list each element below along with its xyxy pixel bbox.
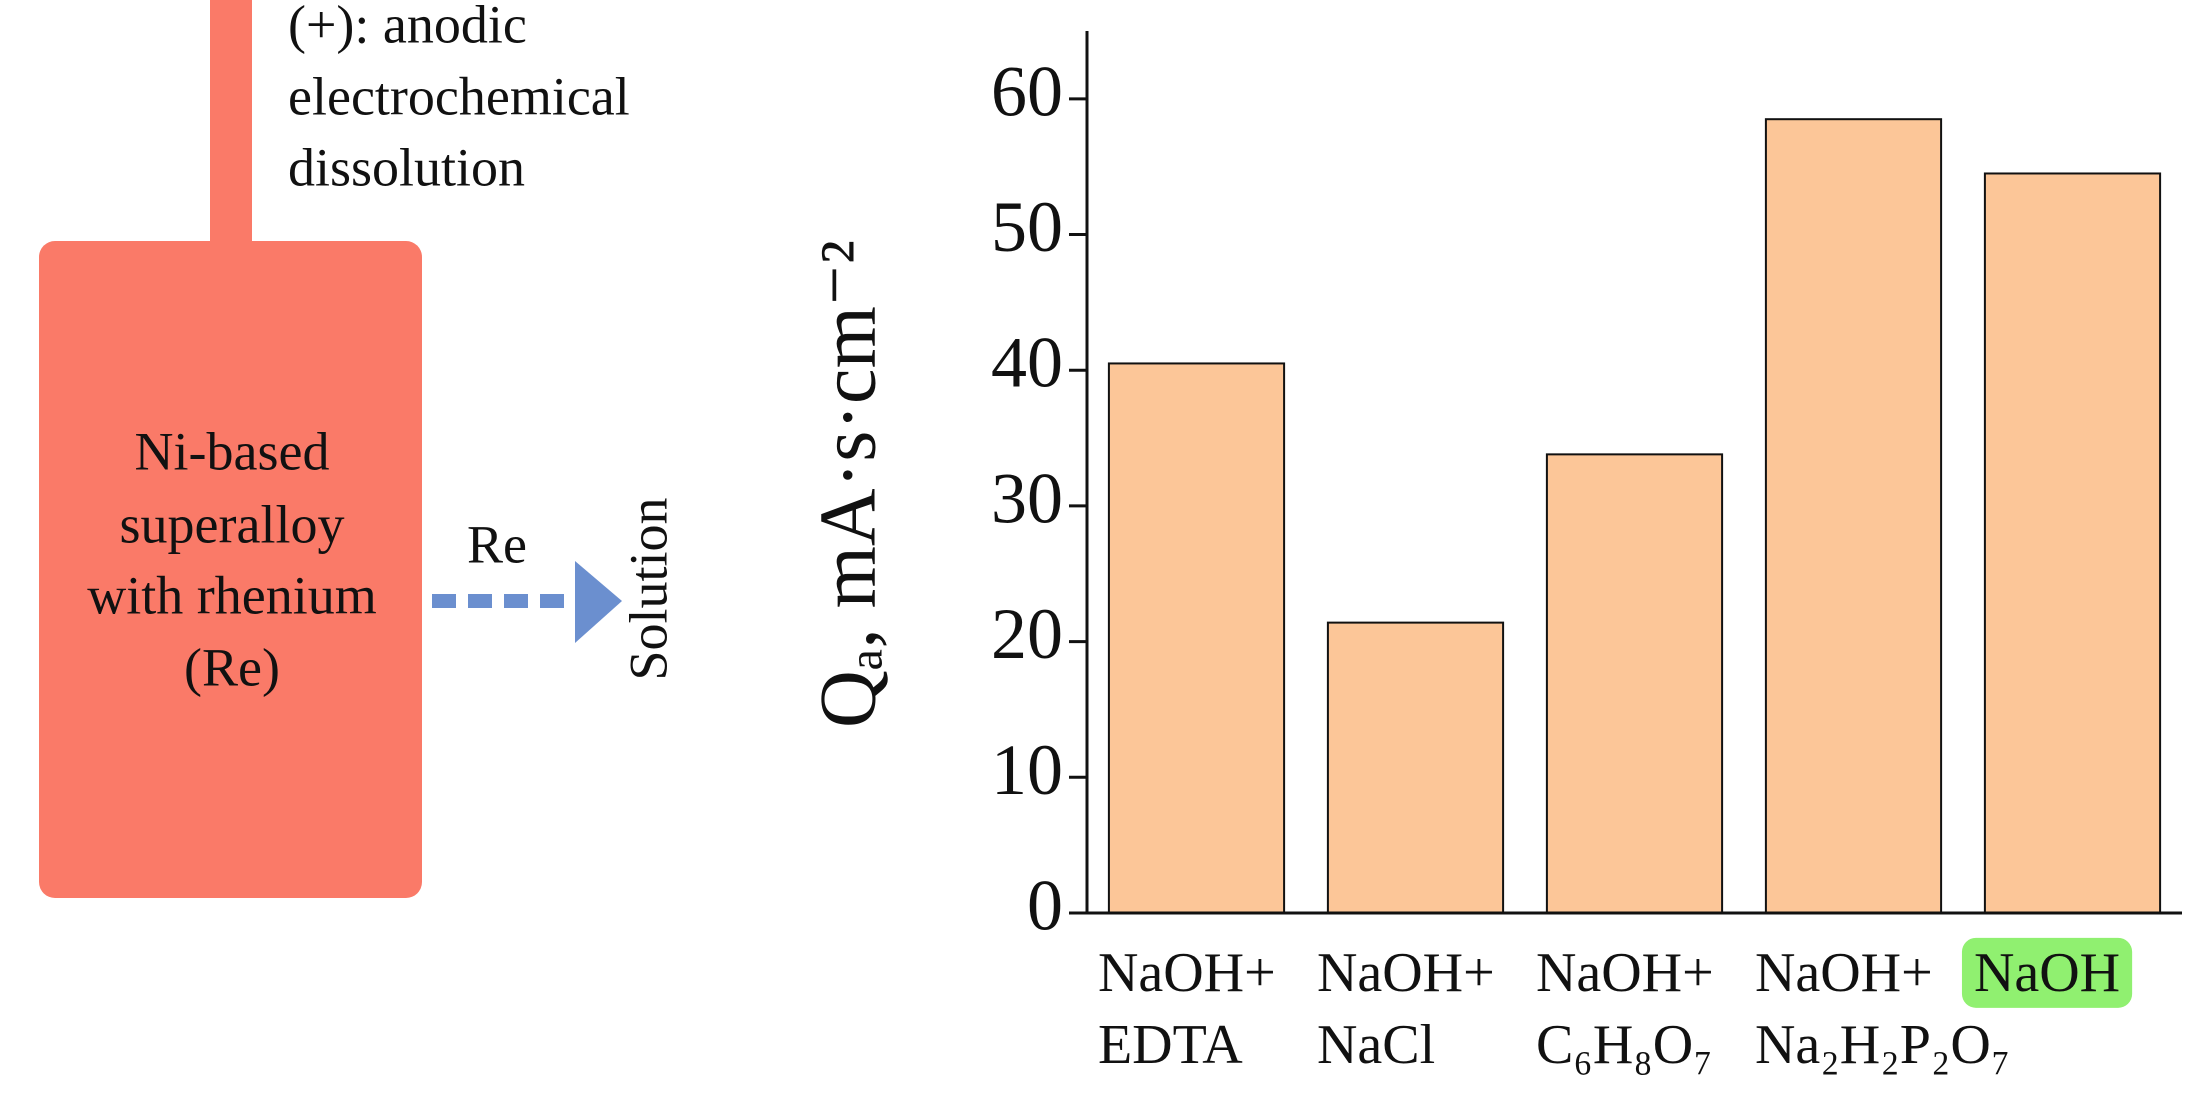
y-tick-label: 20 [991, 594, 1063, 674]
box-label: superalloy [120, 494, 345, 554]
x-tick-label-line: NaOH [1974, 942, 2120, 1004]
electrode-rod [210, 0, 252, 245]
box-label: Ni-based [135, 421, 330, 481]
y-tick-label: 40 [991, 323, 1063, 403]
x-tick-label-line: Na₂H₂P₂O₇ [1755, 1014, 2010, 1076]
y-tick-label: 60 [991, 51, 1063, 131]
x-tick-label-line: EDTA [1098, 1014, 1243, 1076]
arrow-head [575, 561, 622, 643]
electrode-label: electrochemical [288, 66, 630, 126]
x-tick-label-line: C₆H₈O₇ [1536, 1014, 1713, 1076]
x-tick-label-line: NaCl [1317, 1014, 1435, 1076]
y-tick-label: 30 [991, 458, 1063, 538]
box-label: (Re) [184, 637, 280, 697]
x-tick-label-line: NaOH+ [1536, 942, 1714, 1004]
bar [1764, 118, 1943, 914]
y-axis-label: Qₐ, mA·s·cm⁻² [804, 240, 892, 728]
y-tick-label: 0 [1027, 866, 1063, 946]
bar [1545, 453, 1724, 914]
y-tick-label: 10 [991, 730, 1063, 810]
electrode-label: (+): anodic [288, 0, 527, 54]
electrode-label: dissolution [288, 137, 525, 197]
y-tick-label: 50 [991, 187, 1063, 267]
x-tick-label: NaOH+ EDTA [1098, 942, 1276, 1076]
x-tick-label: NaOH+ NaCl [1317, 942, 1495, 1076]
bar [1326, 621, 1505, 914]
target-label: Solution [618, 497, 678, 680]
bar [1107, 362, 1286, 914]
x-tick-label-line: NaOH+ [1755, 942, 1933, 1004]
x-tick-label: NaOH [1974, 942, 2120, 1004]
x-tick-label: NaOH+ Na₂H₂P₂O₇ [1755, 942, 2010, 1076]
arrow-label: Re [467, 514, 527, 574]
x-tick-label-line: NaOH+ [1317, 942, 1495, 1004]
bar [1983, 172, 2162, 914]
highlight [1961, 937, 2133, 1008]
x-tick-label-line: NaOH+ [1098, 942, 1276, 1004]
superalloy-box [39, 241, 422, 898]
x-tick-label: NaOH+ C₆H₈O₇ [1536, 942, 1714, 1076]
box-label: with rhenium [87, 565, 376, 625]
